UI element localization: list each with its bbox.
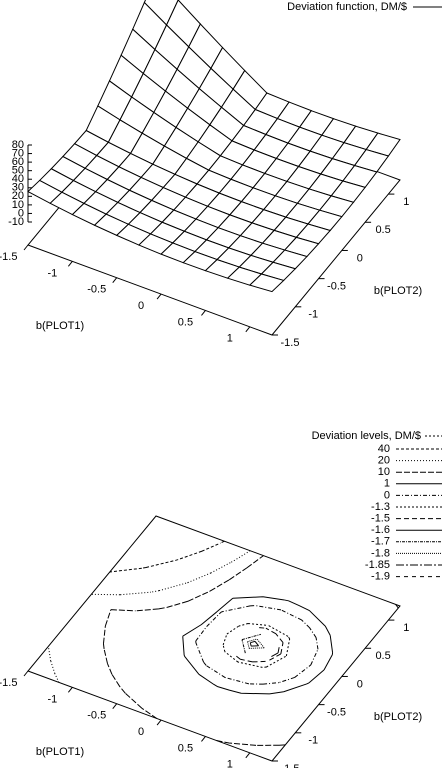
surface-cell: [248, 273, 285, 293]
x-axis-label: b(PLOT1): [36, 746, 84, 758]
x-tick-label: -1.5: [0, 677, 17, 689]
contour-line: [47, 550, 251, 683]
x-tick-label: 1: [227, 333, 233, 345]
legend-label: 0: [384, 489, 390, 501]
legend-label: -1.8: [371, 547, 390, 559]
z-tick-label: 40: [12, 173, 24, 185]
surface: [27, 0, 401, 293]
z-tick-label: 70: [12, 147, 24, 159]
y-axis-label: b(PLOT2): [374, 711, 422, 723]
legend-label: -1.7: [371, 536, 390, 548]
x-tick: [112, 703, 118, 710]
x-tick-label: 0.5: [178, 316, 193, 328]
x-tick: [156, 293, 162, 300]
y-tick-label: 0.5: [375, 224, 390, 236]
legend-label: 40: [378, 443, 390, 455]
contour-line: [222, 623, 291, 668]
legend-label: Deviation function, DM/$: [287, 1, 407, 13]
x-tick-label: -1: [47, 267, 57, 279]
z-tick-label: 20: [12, 190, 24, 202]
z-tick-label: 30: [12, 182, 24, 194]
contour-line: [235, 627, 284, 663]
legend-label: -1.5: [371, 513, 390, 525]
y-tick-label: 0.5: [375, 650, 390, 662]
x-tick-label: -1: [47, 693, 57, 705]
x-tick: [67, 261, 73, 267]
contour-line: [109, 540, 225, 573]
x-tick-label: 0: [138, 300, 144, 312]
legend-label: -1.6: [371, 524, 390, 536]
x-tick-label: -0.5: [87, 284, 106, 296]
x-tick: [245, 326, 251, 333]
x-tick: [201, 736, 206, 742]
x-tick: [112, 277, 118, 284]
x-tick: [156, 719, 162, 726]
y-axis-label: b(PLOT2): [374, 285, 422, 297]
z-tick-label: 50: [12, 165, 24, 177]
x-tick-label: -1.5: [0, 251, 17, 263]
x-tick-label: 1: [227, 759, 233, 768]
contour-line: [271, 647, 280, 658]
y-tick-label: 0: [357, 252, 363, 264]
contour-line: [195, 605, 319, 685]
y-tick-label: -1: [308, 309, 318, 321]
y-tick-label: -1.5: [281, 337, 300, 349]
x-tick-label: -0.5: [87, 710, 106, 722]
y-tick-label: 1: [403, 622, 409, 634]
y-tick-label: -1.5: [281, 763, 300, 768]
legend-label: -1.3: [371, 501, 390, 513]
z-tick-label: 10: [12, 199, 24, 211]
legend-title: Deviation levels, DM/$: [312, 430, 421, 442]
z-tick-label: 80: [12, 139, 24, 151]
legend-label: 10: [378, 466, 390, 478]
contour-line: [182, 596, 334, 695]
x-tick-label: 0: [138, 726, 144, 738]
legend-label: -1.85: [365, 559, 390, 571]
z-tick-label: 0: [18, 207, 24, 219]
contour-line: [247, 638, 265, 649]
contour-line: [102, 555, 399, 746]
x-tick: [23, 244, 29, 251]
z-tick-label: -10: [8, 216, 24, 228]
legend-label: -1.9: [371, 571, 390, 583]
z-tick-label: 60: [12, 156, 24, 168]
x-tick: [67, 687, 73, 693]
y-tick-label: -0.5: [327, 281, 346, 293]
x-tick: [245, 752, 251, 759]
x-tick-label: 0.5: [178, 742, 193, 754]
y-tick-label: 0: [357, 678, 363, 690]
floor-border: [27, 515, 401, 762]
legend-label: 20: [378, 455, 390, 467]
contour-line: [249, 640, 260, 647]
contour-line: [241, 633, 261, 654]
y-tick-label: 1: [403, 196, 409, 208]
y-tick-label: -1: [308, 735, 318, 747]
x-tick: [201, 310, 206, 316]
legend-label: 1: [384, 478, 390, 490]
x-axis-label: b(PLOT1): [36, 320, 84, 332]
x-tick: [23, 670, 29, 677]
y-tick-label: -0.5: [327, 707, 346, 719]
